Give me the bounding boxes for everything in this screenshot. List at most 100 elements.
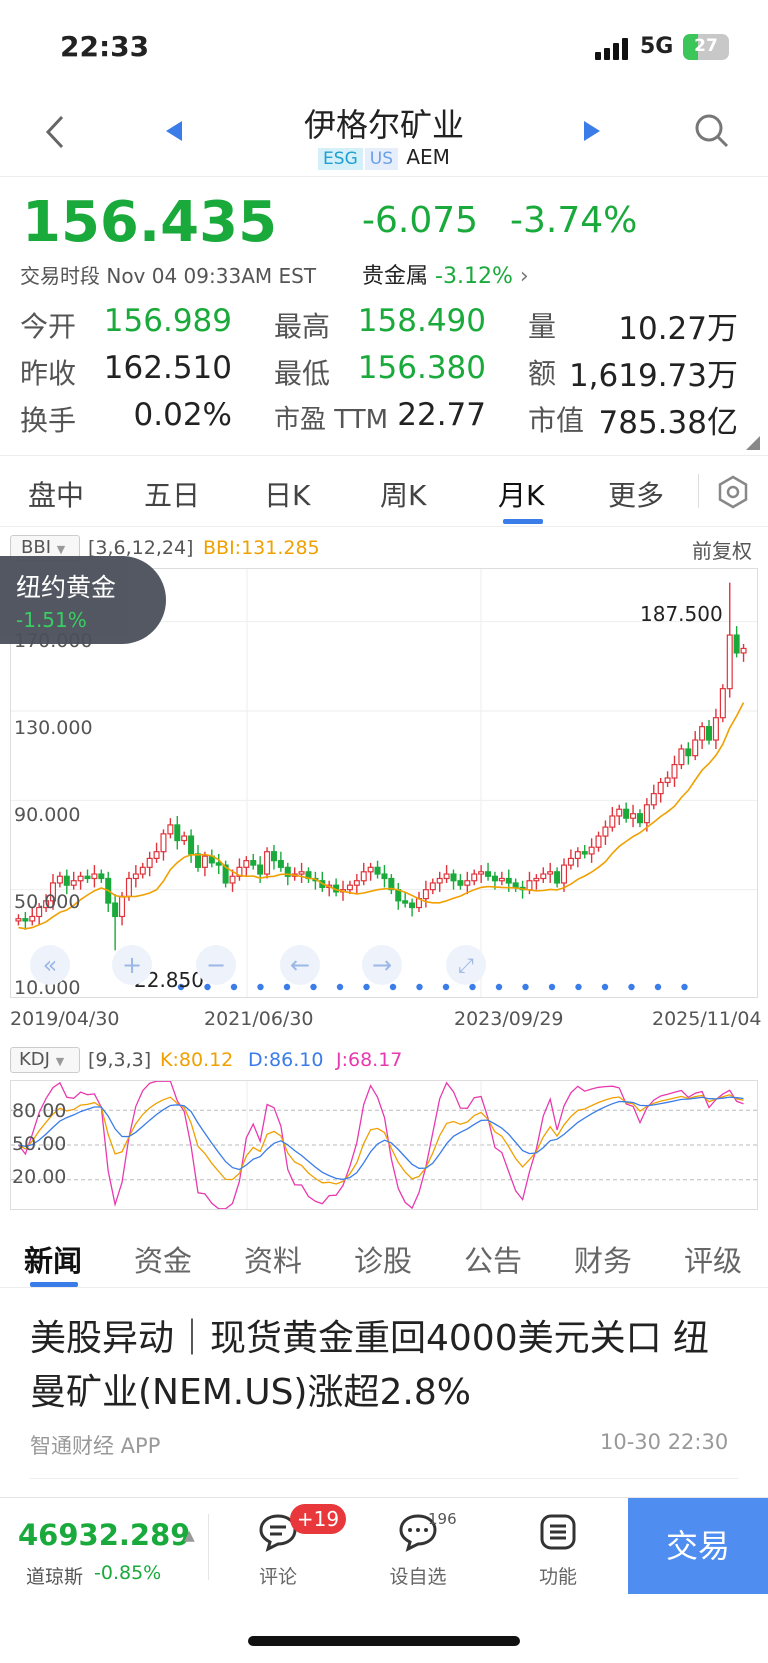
dropdown-icon: ▼ <box>55 1055 65 1068</box>
add-watchlist-icon[interactable] <box>398 1512 438 1552</box>
kdj-d-line <box>18 1096 744 1181</box>
period-tabs: 盘中 五日 日K 周K 月K 更多 <box>0 455 768 527</box>
divider <box>30 1478 738 1479</box>
candlestick-chart[interactable] <box>10 568 758 998</box>
nav-header: 伊格尔矿业 ESG US AEM <box>0 95 768 177</box>
adjust-mode[interactable]: 前复权 <box>692 539 752 563</box>
candle-body <box>43 900 50 909</box>
candle-body <box>402 900 409 904</box>
stat-value: 10.27万 <box>618 311 738 347</box>
rewind-icon[interactable]: « <box>30 945 70 985</box>
index-value[interactable]: 46932.289 <box>18 1518 191 1552</box>
tab-announcements[interactable]: 公告 <box>464 1244 523 1278</box>
battery-level: 27 <box>694 36 718 56</box>
overlay-pct: -1.51% <box>16 608 87 632</box>
overlay-name: 纽约黄金 <box>16 573 117 602</box>
stat-label: 市值 <box>528 404 585 437</box>
back-icon[interactable] <box>44 115 66 149</box>
candle-body <box>650 793 657 806</box>
expand-corner-icon[interactable] <box>746 436 760 450</box>
page-dot <box>442 983 450 991</box>
divider <box>698 474 699 508</box>
tab-weekly-k[interactable]: 周K <box>380 479 427 512</box>
page-dot <box>336 983 344 991</box>
caret-up-icon: ▲ <box>184 1528 195 1544</box>
candle-body <box>22 918 29 922</box>
candle-body <box>706 726 713 741</box>
last-price: 156.435 <box>22 190 278 255</box>
tab-monthly-k[interactable]: 月K <box>498 479 545 512</box>
tab-news[interactable]: 新闻 <box>24 1244 83 1278</box>
watch-label[interactable]: 设自选 <box>389 1566 447 1588</box>
candle-body <box>457 880 464 886</box>
news-source: 智通财经 APP <box>30 1434 161 1458</box>
function-menu-icon[interactable] <box>538 1512 578 1552</box>
candle-body <box>699 726 706 741</box>
candle-body <box>167 824 174 835</box>
battery-icon: 27 <box>683 34 729 60</box>
indicator-name: BBI <box>21 537 52 558</box>
candle-body <box>498 877 505 882</box>
kdj-select[interactable]: KDJ ▼ <box>10 1047 80 1073</box>
sector-link[interactable]: 贵金属 -3.12% › <box>362 258 529 290</box>
esg-badge: ESG <box>318 148 363 170</box>
tab-five-day[interactable]: 五日 <box>144 479 201 512</box>
max-price-label: 187.500 <box>640 602 723 626</box>
tab-funds[interactable]: 资金 <box>134 1244 193 1278</box>
x-tick-label: 2023/09/29 <box>454 1008 564 1030</box>
candle-body <box>146 857 153 868</box>
tab-ratings[interactable]: 评级 <box>684 1244 743 1278</box>
function-label[interactable]: 功能 <box>538 1566 577 1588</box>
candle-body <box>194 853 202 868</box>
candle-body <box>595 835 602 848</box>
page-title: 伊格尔矿业 <box>303 106 464 144</box>
candle-body <box>49 882 56 902</box>
page-dot <box>416 983 423 991</box>
prev-stock-icon[interactable] <box>166 121 182 141</box>
tab-financials[interactable]: 财务 <box>574 1244 633 1278</box>
comment-label[interactable]: 评论 <box>258 1566 297 1588</box>
zoom-out-icon[interactable]: − <box>196 945 236 985</box>
price-change-pct: -3.74% <box>510 200 638 241</box>
candle-body <box>719 688 726 719</box>
candle-body <box>119 895 126 918</box>
settings-icon[interactable] <box>716 475 750 509</box>
watch-count: 196 <box>428 1510 457 1528</box>
candle-body <box>581 851 588 855</box>
chart-canvas <box>11 569 757 997</box>
candle-body <box>547 871 554 875</box>
stock-tags: ESG US AEM <box>0 145 768 170</box>
arrow-right-icon[interactable]: → <box>362 945 402 985</box>
x-tick-label: 2021/06/30 <box>204 1008 314 1030</box>
tab-daily-k[interactable]: 日K <box>264 479 311 512</box>
status-time: 22:33 <box>60 30 150 63</box>
kdj-level: 50.00 <box>12 1133 67 1155</box>
stat-label: 换手 <box>20 404 77 437</box>
home-indicator[interactable] <box>248 1636 520 1646</box>
page-dot <box>310 983 317 991</box>
page-dot <box>522 983 529 991</box>
news-time: 10-30 22:30 <box>600 1430 729 1454</box>
page-dot <box>469 983 476 991</box>
candle-body <box>264 851 271 875</box>
fullscreen-icon[interactable]: ⤢ <box>446 945 486 985</box>
tab-intraday[interactable]: 盘中 <box>28 479 85 512</box>
candle-body <box>36 906 43 918</box>
page-dot <box>601 983 609 991</box>
search-icon[interactable] <box>694 113 730 149</box>
tab-more[interactable]: 更多 <box>608 479 665 512</box>
kdj-chart[interactable] <box>10 1080 758 1210</box>
trade-button[interactable]: 交易 <box>628 1498 768 1594</box>
next-stock-icon[interactable] <box>584 121 600 141</box>
zoom-in-icon[interactable]: + <box>112 945 152 985</box>
news-headline[interactable]: 美股异动｜现货黄金重回4000美元关口 纽曼矿业(NEM.US)涨超2.8% <box>30 1318 710 1413</box>
indicator-params: [3,6,12,24] <box>88 537 194 559</box>
candle-body <box>664 777 671 784</box>
tab-profile[interactable]: 资料 <box>244 1244 303 1278</box>
arrow-left-icon[interactable]: ← <box>280 945 320 985</box>
stat-label: 最低 <box>274 357 331 390</box>
candle-body <box>692 739 699 757</box>
tab-diagnosis[interactable]: 诊股 <box>354 1244 413 1278</box>
y-tick-label: 10.000 <box>14 977 81 999</box>
gold-overlay-card[interactable]: 纽约黄金 -1.51% <box>0 556 166 644</box>
